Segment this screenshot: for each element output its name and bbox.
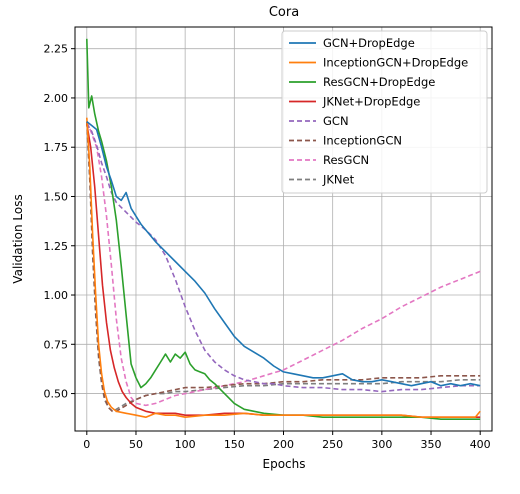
legend-label: ResGCN+DropEdge <box>323 75 435 89</box>
y-tick-label: 2.25 <box>44 43 69 56</box>
x-tick-label: 50 <box>129 438 143 451</box>
legend-label: JKNet+DropEdge <box>322 95 420 109</box>
series-line-inceptiongcn-dropedge <box>86 117 481 418</box>
x-tick-label: 250 <box>322 438 343 451</box>
y-tick-label: 1.75 <box>44 141 69 154</box>
y-tick-label: 1.25 <box>44 240 69 253</box>
legend-label: ResGCN <box>323 153 369 167</box>
series-line-gcn <box>86 123 481 393</box>
chart-title: Cora <box>269 5 299 20</box>
y-tick-label: 0.75 <box>44 338 69 351</box>
series-line-resgcn-dropedge <box>86 38 481 420</box>
legend-label: JKNet <box>322 173 355 187</box>
y-tick-label: 0.50 <box>44 388 69 401</box>
x-tick-label: 200 <box>273 438 294 451</box>
y-tick-label: 1.00 <box>44 289 69 302</box>
series-line-inceptiongcn <box>86 121 481 413</box>
legend-label: InceptionGCN <box>323 134 402 148</box>
x-axis-label: Epochs <box>263 457 306 471</box>
legend-label: InceptionGCN+DropEdge <box>323 56 468 70</box>
series-layer <box>86 38 481 420</box>
series-line-gcn-dropedge <box>86 120 481 387</box>
y-tick-label: 1.50 <box>44 190 69 203</box>
x-tick-label: 150 <box>224 438 245 451</box>
x-tick-label: 300 <box>371 438 392 451</box>
legend-label: GCN <box>323 114 349 128</box>
axis-ticks: 0 50 100 150 200 250 300 350 400 0.50 0.75 1.00 1.25… <box>44 43 491 451</box>
x-tick-label: 350 <box>421 438 442 451</box>
x-tick-label: 400 <box>470 438 491 451</box>
x-tick-label: 0 <box>83 438 90 451</box>
x-tick-label: 100 <box>175 438 196 451</box>
y-axis-label: Validation Loss <box>11 194 25 283</box>
legend-box <box>281 30 488 194</box>
legend-label: GCN+DropEdge <box>323 36 415 50</box>
series-line-resgcn <box>86 121 481 407</box>
legend: GCN+DropEdge InceptionGCN+DropEdge ResGCN+… <box>281 30 488 194</box>
y-tick-label: 2.00 <box>44 92 69 105</box>
